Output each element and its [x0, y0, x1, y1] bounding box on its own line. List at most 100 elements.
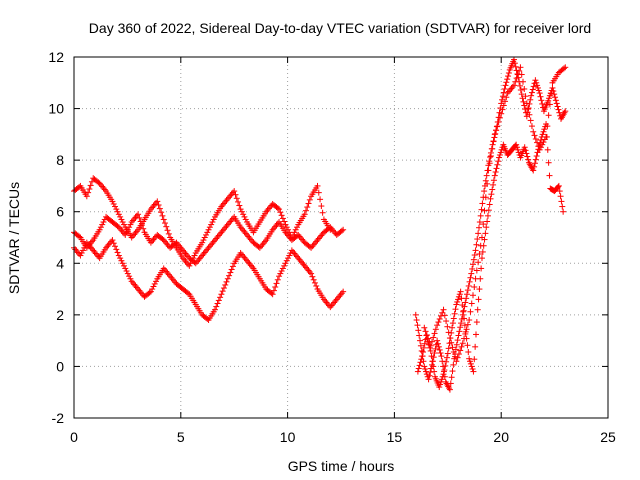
data-point	[449, 324, 456, 331]
data-point	[414, 368, 421, 375]
data-point	[555, 182, 562, 189]
data-point	[472, 247, 479, 254]
data-point	[495, 118, 502, 125]
data-point	[455, 332, 462, 339]
data-point	[426, 339, 433, 346]
data-point	[499, 106, 506, 113]
data-point	[159, 236, 166, 243]
data-point	[204, 229, 211, 236]
data-point	[478, 265, 485, 272]
data-point	[496, 114, 503, 121]
data-point	[155, 202, 162, 209]
data-point	[553, 100, 560, 107]
data-point	[517, 64, 524, 71]
data-point	[127, 275, 134, 282]
data-point	[539, 131, 546, 138]
data-point	[516, 82, 523, 89]
data-point	[544, 146, 551, 153]
data-point	[516, 67, 523, 74]
data-point	[471, 356, 478, 363]
data-point	[240, 211, 247, 218]
data-point	[536, 90, 543, 97]
data-point	[158, 209, 165, 216]
data-point	[114, 249, 121, 256]
data-point	[530, 167, 537, 174]
data-point	[437, 381, 444, 388]
data-point	[235, 198, 242, 205]
data-point	[496, 151, 503, 158]
x-tick-label: 25	[600, 429, 616, 445]
data-point	[421, 340, 428, 347]
data-point	[455, 351, 462, 358]
data-point	[518, 71, 525, 78]
data-point	[422, 366, 429, 373]
data-point	[502, 98, 509, 105]
data-point	[449, 368, 456, 375]
data-point	[255, 243, 262, 250]
data-point	[110, 200, 117, 207]
data-points	[71, 56, 569, 393]
data-point	[147, 288, 154, 295]
data-point	[417, 359, 424, 366]
data-point	[416, 332, 423, 339]
data-point	[457, 347, 464, 354]
data-point	[154, 198, 161, 205]
data-point	[512, 78, 519, 85]
data-point	[461, 322, 468, 329]
data-point	[211, 306, 218, 313]
data-point	[439, 309, 446, 316]
data-point	[513, 67, 520, 74]
data-point	[438, 376, 445, 383]
data-point	[541, 136, 548, 143]
data-point	[285, 255, 292, 262]
data-point	[161, 220, 168, 227]
data-point	[486, 160, 493, 167]
data-point	[460, 308, 467, 315]
data-point	[519, 78, 526, 85]
data-point	[291, 229, 298, 236]
data-point	[163, 223, 170, 230]
data-point	[241, 213, 248, 220]
data-point	[556, 109, 563, 116]
data-point	[340, 288, 347, 295]
data-point	[562, 108, 569, 115]
data-point	[526, 111, 533, 118]
data-point	[511, 82, 518, 89]
data-point	[418, 356, 425, 363]
data-point	[220, 285, 227, 292]
data-point	[560, 65, 567, 72]
data-point	[286, 229, 293, 236]
data-point	[543, 133, 550, 140]
x-tick-label: 20	[493, 429, 509, 445]
data-point	[213, 303, 220, 310]
data-point	[327, 226, 334, 233]
data-point	[118, 257, 125, 264]
data-point	[466, 355, 473, 362]
data-point	[485, 207, 492, 214]
data-point	[526, 100, 533, 107]
data-point	[524, 153, 531, 160]
data-point	[535, 143, 542, 150]
data-point	[469, 366, 476, 373]
data-point	[462, 299, 469, 306]
data-point	[464, 321, 471, 328]
data-point	[78, 249, 85, 256]
data-point	[425, 376, 432, 383]
data-point	[532, 135, 539, 142]
data-point	[150, 283, 157, 290]
data-point	[495, 158, 502, 165]
data-point	[451, 310, 458, 317]
data-point	[427, 342, 434, 349]
data-point	[534, 139, 541, 146]
data-point	[490, 177, 497, 184]
data-point	[476, 286, 483, 293]
data-point	[494, 161, 501, 168]
data-point	[475, 296, 482, 303]
data-point	[418, 347, 425, 354]
data-point	[518, 91, 525, 98]
data-point	[527, 117, 534, 124]
data-point	[415, 327, 422, 334]
data-point	[112, 243, 119, 250]
data-point	[492, 169, 499, 176]
data-point	[478, 234, 485, 241]
